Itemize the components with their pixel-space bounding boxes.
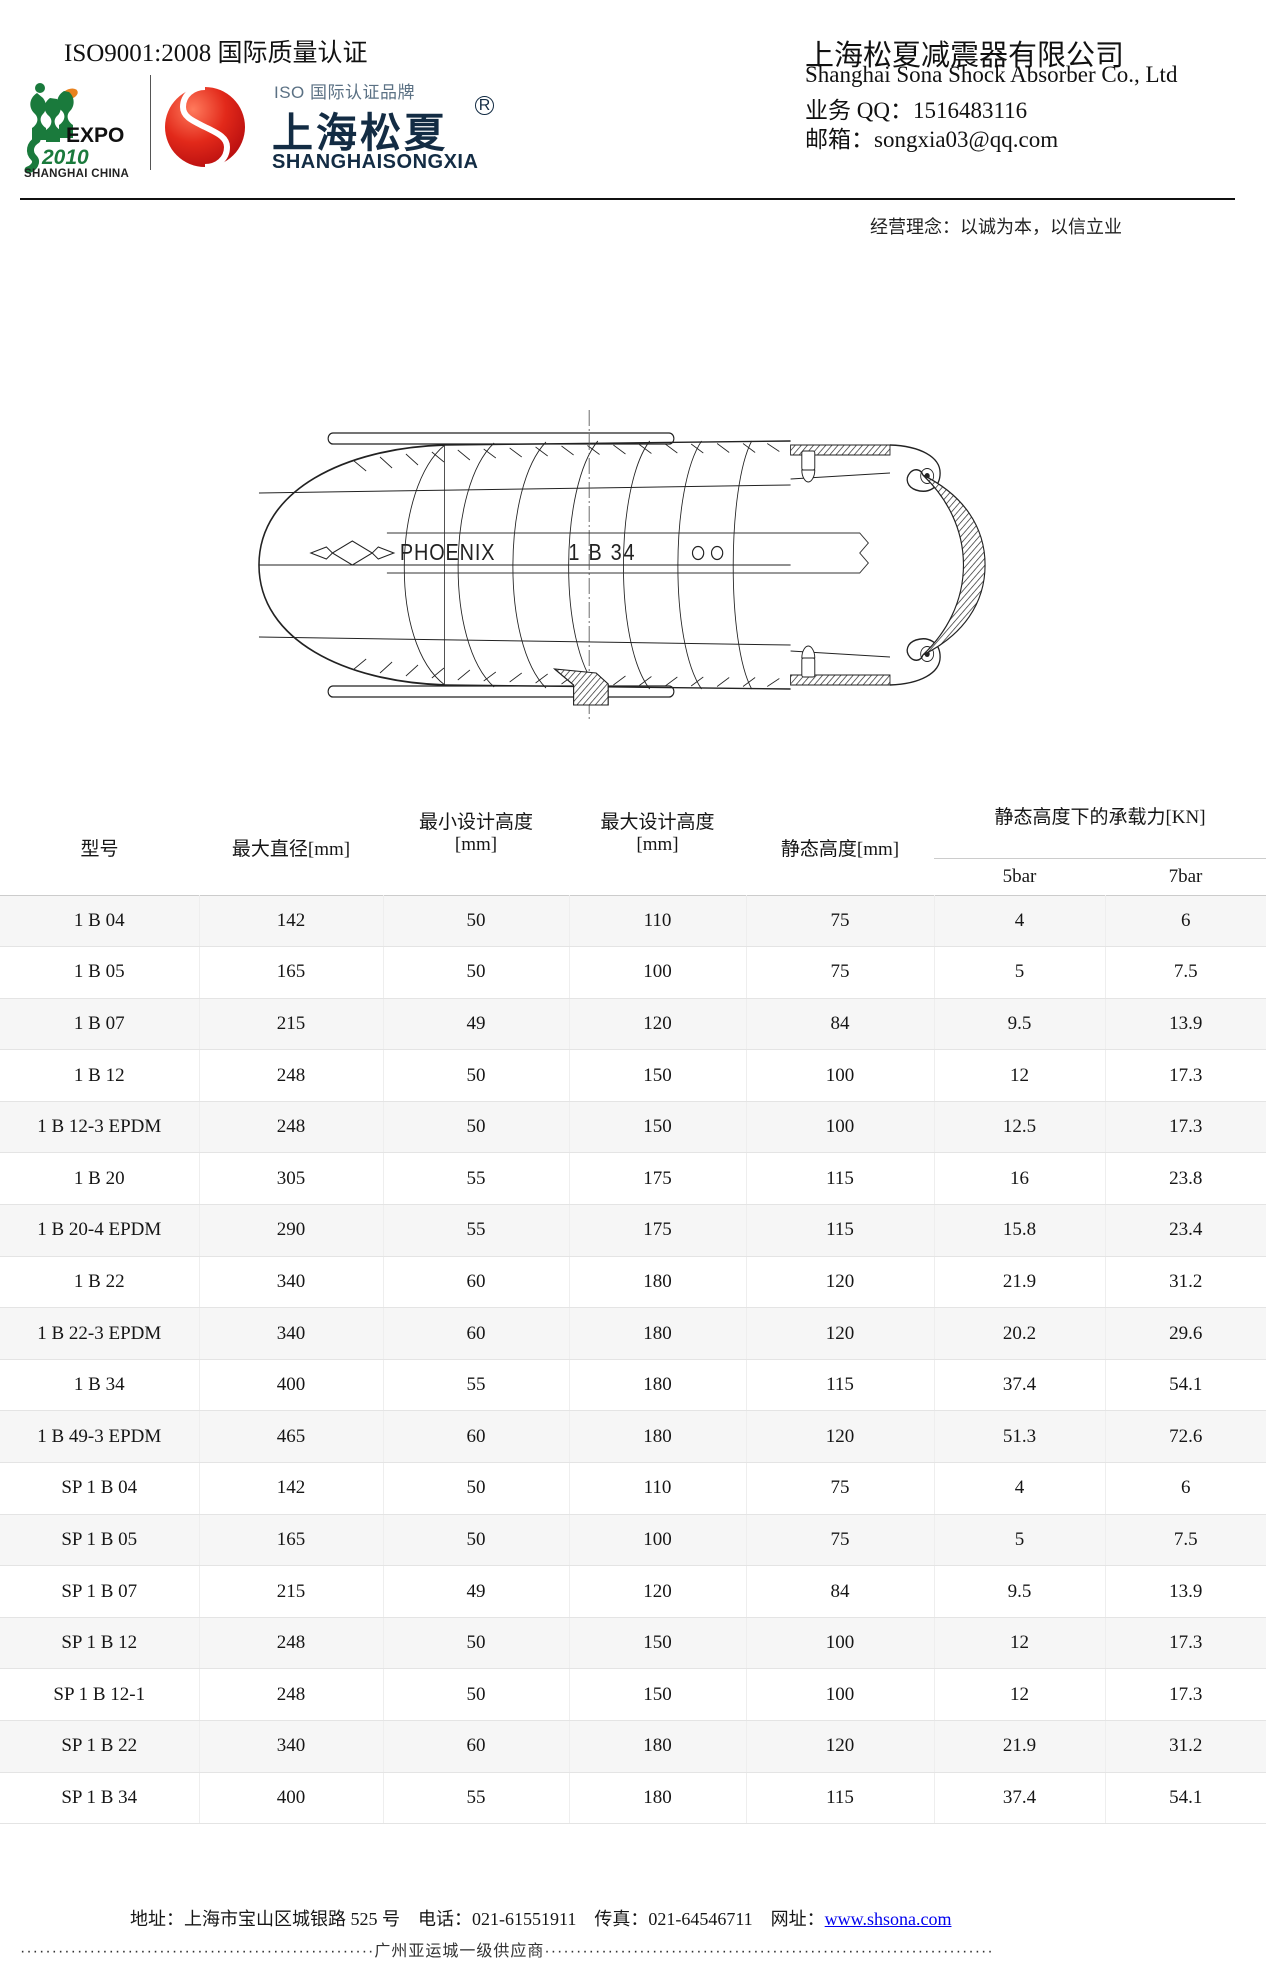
- svg-text:2010: 2010: [41, 146, 89, 169]
- svg-text:PHOENIX: PHOENIX: [400, 540, 495, 566]
- svg-text:EXPO: EXPO: [66, 124, 124, 147]
- svg-text:SHANGHAI CHINA: SHANGHAI CHINA: [24, 168, 129, 178]
- svg-text:1 B 34: 1 B 34: [568, 540, 636, 566]
